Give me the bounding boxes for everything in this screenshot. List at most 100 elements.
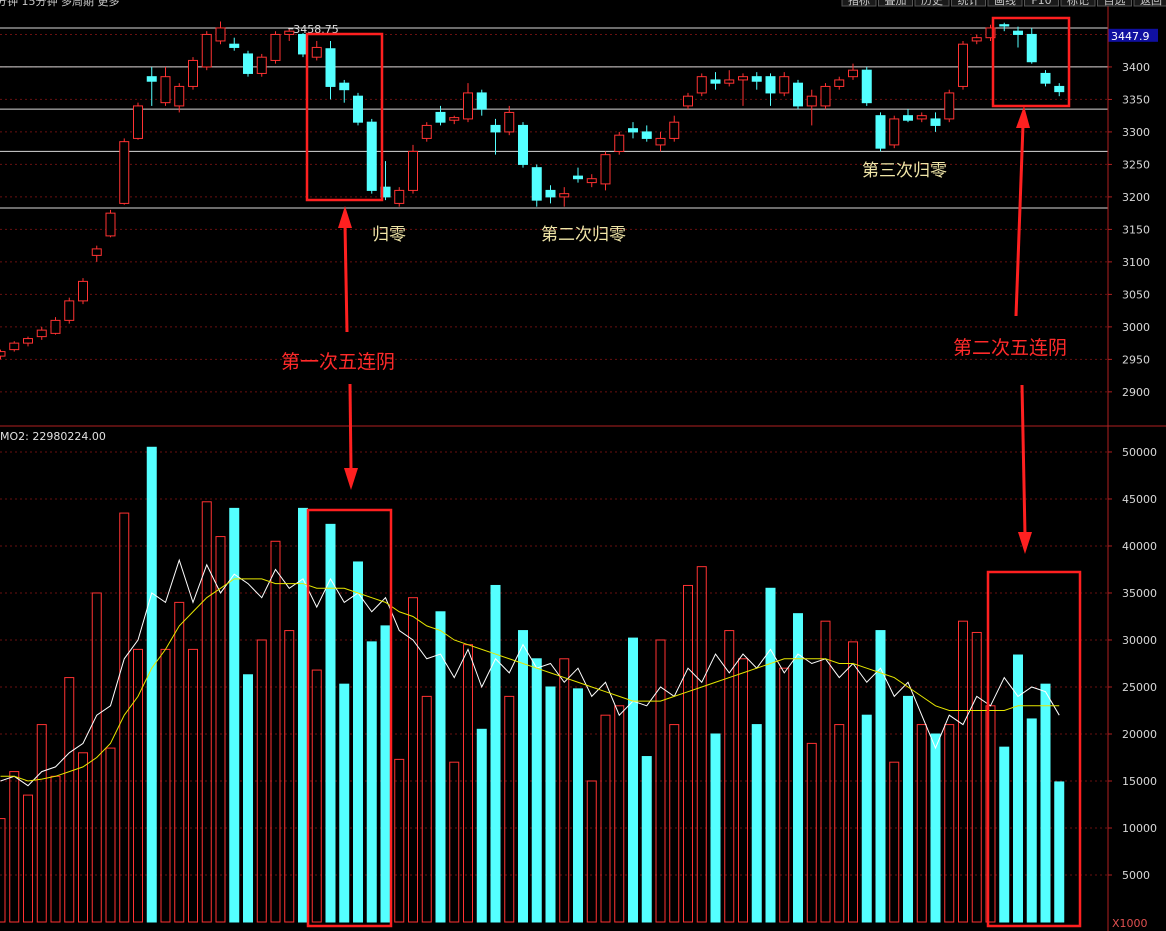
toolbar-button-label[interactable]: 标记 xyxy=(1067,0,1089,7)
volume-bar xyxy=(655,639,666,923)
candle-body xyxy=(916,115,927,120)
candle-body xyxy=(545,189,556,198)
y-tick-label: 3000 xyxy=(1122,321,1150,334)
candle-body xyxy=(435,111,446,123)
y-tick-label: 30000 xyxy=(1122,634,1157,647)
candle-body xyxy=(738,76,748,81)
toolbar-button[interactable] xyxy=(841,0,877,7)
volume-bar xyxy=(531,658,542,923)
y-tick-label: 3350 xyxy=(1122,93,1150,106)
candle-body xyxy=(408,150,418,191)
volume-bar xyxy=(380,625,391,923)
volume-bar xyxy=(504,695,515,923)
arrow xyxy=(343,224,349,333)
annotation: 第二次五连阴 xyxy=(953,337,1067,359)
toolbar-button[interactable] xyxy=(878,0,913,7)
candle-body xyxy=(710,79,721,84)
candle-body xyxy=(1054,85,1065,93)
volume-bar xyxy=(861,714,872,923)
y-tick-label: 3300 xyxy=(1122,126,1150,139)
y-tick-label: 15000 xyxy=(1122,775,1157,788)
candle-body xyxy=(229,43,240,48)
last-price-box xyxy=(1108,28,1158,42)
y-tick-label: 2900 xyxy=(1122,386,1150,399)
y-tick-label: 5000 xyxy=(1122,869,1150,882)
toolbar-button-label[interactable]: F10 xyxy=(1031,0,1051,7)
volume-bar xyxy=(793,613,803,923)
volume-bar xyxy=(518,630,528,923)
toolbar-button[interactable] xyxy=(1060,0,1096,7)
candle-body xyxy=(793,82,803,107)
toolbar-tabs[interactable]: 分钟 15分钟 多周期 更多 xyxy=(0,0,120,8)
candle-body xyxy=(160,76,171,104)
volume-bar xyxy=(1040,683,1051,923)
high-marker-label: 3458.75 xyxy=(293,23,339,36)
candle-body xyxy=(696,76,707,94)
candle-body xyxy=(311,46,322,58)
toolbar-button[interactable] xyxy=(1024,0,1059,7)
volume-bar xyxy=(751,724,762,923)
candle-body xyxy=(903,115,913,121)
candle-body xyxy=(806,95,817,107)
moving-average-line xyxy=(0,578,1060,782)
toolbar-button-label[interactable]: 叠加 xyxy=(885,0,907,7)
volume-bar xyxy=(78,752,88,923)
volume-bar xyxy=(545,686,556,923)
toolbar-button-label[interactable]: 历史 xyxy=(921,0,943,7)
volume-bar xyxy=(903,695,913,923)
volume-bar xyxy=(174,601,185,923)
candle-body xyxy=(421,124,432,139)
candle-body xyxy=(394,189,405,204)
candle-body xyxy=(449,117,460,121)
candle-body xyxy=(284,30,295,35)
toolbar-button[interactable] xyxy=(1133,0,1166,7)
toolbar: 指标 叠加 历史 统计 画线 F10 标记 自选 返回 xyxy=(841,0,1166,7)
volume-bar xyxy=(1054,781,1065,923)
toolbar-button-label[interactable]: 画线 xyxy=(994,0,1016,7)
y-tick-label: 40000 xyxy=(1122,540,1157,553)
volume-bar xyxy=(215,536,226,923)
toolbar-button-label[interactable]: 自选 xyxy=(1104,0,1126,7)
candle-body xyxy=(999,24,1010,27)
volume-bar xyxy=(958,620,968,923)
toolbar-button-label[interactable]: 统计 xyxy=(958,0,980,7)
volume-bar xyxy=(9,771,20,923)
volume-bar xyxy=(229,507,240,923)
volume-bar xyxy=(421,695,432,923)
volume-bar xyxy=(270,540,281,923)
volume-bar xyxy=(930,733,941,923)
y-tick-label: 3400 xyxy=(1122,61,1150,74)
toolbar-button[interactable] xyxy=(987,0,1023,7)
annotation: 第三次归零 xyxy=(862,161,947,181)
candle-body xyxy=(889,118,900,146)
candle-body xyxy=(36,329,47,338)
arrow xyxy=(1020,384,1027,536)
volume-bar xyxy=(105,747,116,923)
candle-body xyxy=(683,95,693,107)
volume-bar xyxy=(36,724,47,923)
volume-bar xyxy=(848,641,858,923)
candle-body xyxy=(353,95,363,123)
y-tick-label: 3200 xyxy=(1122,191,1150,204)
volume-bar xyxy=(641,756,652,923)
candle-body xyxy=(256,56,267,74)
volume-bar xyxy=(394,758,405,923)
candle-body xyxy=(91,248,102,256)
candle-body xyxy=(724,79,735,84)
volume-bar xyxy=(435,611,446,923)
toolbar-button[interactable] xyxy=(1097,0,1132,7)
candle-body xyxy=(944,92,955,120)
y-tick-label: 3250 xyxy=(1122,158,1150,171)
toolbar-button-label[interactable]: 指标 xyxy=(848,0,870,7)
toolbar-button[interactable] xyxy=(951,0,986,7)
toolbar-button-label[interactable]: 返回 xyxy=(1140,0,1162,7)
candle-body xyxy=(614,134,625,152)
volume-bar xyxy=(133,648,143,923)
candle-body xyxy=(518,124,528,165)
y-tick-label: 3050 xyxy=(1122,288,1150,301)
highlight-box xyxy=(986,570,1082,928)
toolbar-button[interactable] xyxy=(914,0,950,7)
candle-body xyxy=(958,43,968,87)
y-tick-label: 25000 xyxy=(1122,681,1157,694)
